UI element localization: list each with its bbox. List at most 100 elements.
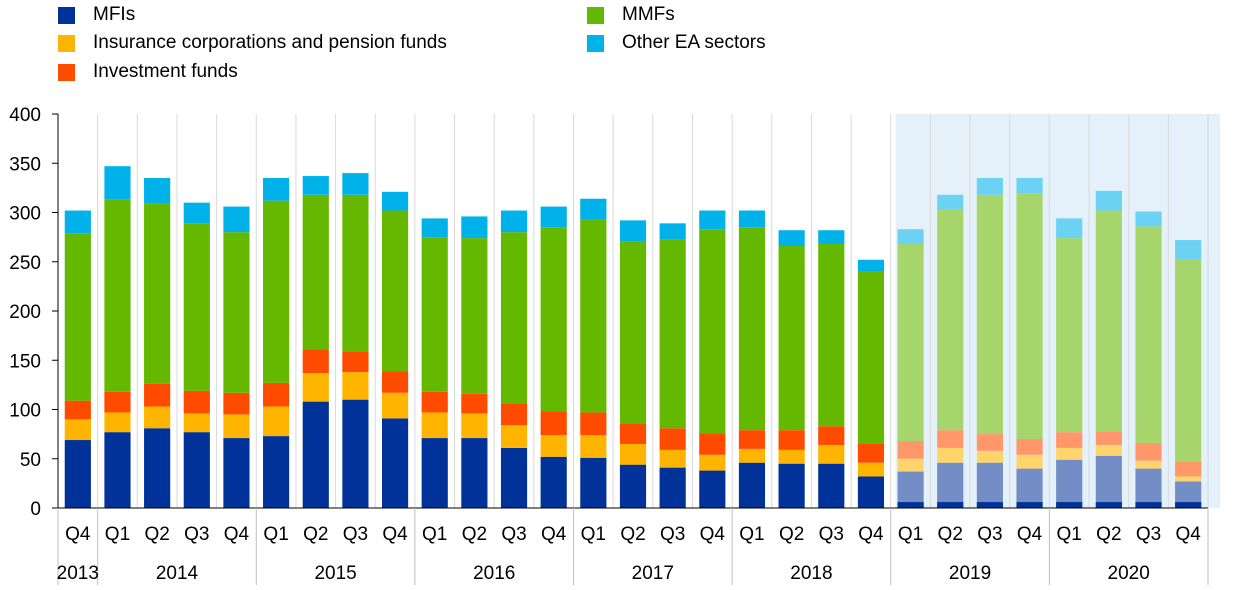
year-label: 2017 (632, 563, 674, 584)
bar-segment-mmfs (342, 194, 369, 352)
quarter-separators (57, 114, 1209, 508)
bar-segment-mmfs (223, 232, 250, 393)
x-tick-label: Q2 (1096, 524, 1121, 545)
bar-segment-mfis (64, 440, 91, 508)
bar-segment-mmfs (381, 210, 409, 372)
bar-segment-mmfs (1056, 238, 1083, 433)
x-tick-label: Q2 (462, 524, 487, 545)
bar-segment-mfis (738, 462, 766, 508)
bar-segment-mmfs (104, 199, 131, 392)
x-tick-label: Q2 (144, 524, 169, 545)
bar-segment-insurance-corporations-and-pension-funds (500, 425, 528, 448)
legend-item-other-ea: Other EA sectors (587, 32, 766, 54)
x-tick-label: Q2 (303, 524, 328, 545)
bar-segment-other-ea-sectors (976, 178, 1003, 195)
y-tick-label: 100 (9, 401, 41, 422)
bar-segment-insurance-corporations-and-pension-funds (778, 449, 805, 464)
bar-segment-mmfs (421, 237, 448, 392)
bar-segment-mfis (976, 462, 1003, 508)
bar-segment-mmfs (1135, 226, 1162, 443)
bar-segment-mfis (342, 399, 369, 508)
bar-segment-mmfs (1175, 259, 1202, 462)
bar-segment-mfis (937, 462, 964, 508)
bar-segment-other-ea-sectors (619, 220, 647, 242)
bar-segment-mfis (1016, 468, 1043, 508)
y-tick-label: 350 (9, 154, 41, 175)
bar-segment-mfis (263, 436, 290, 508)
bar-segment-insurance-corporations-and-pension-funds (144, 406, 171, 429)
bar-segment-investment-funds (381, 371, 409, 393)
x-tick-label: Q1 (1057, 524, 1082, 545)
bar-segment-mmfs (263, 200, 290, 383)
bar-segment-mmfs (183, 223, 210, 391)
bar-segment-investment-funds (144, 383, 171, 407)
y-tick-label: 400 (9, 105, 41, 126)
bar-segment-investment-funds (263, 382, 290, 407)
bar-segment-investment-funds (699, 433, 726, 455)
bar-segment-investment-funds (659, 428, 686, 450)
legend-swatch-icpf (58, 34, 75, 52)
bar-segment-mmfs (897, 244, 924, 442)
bar-segment-other-ea-sectors (500, 210, 528, 233)
bar-segment-other-ea-sectors (580, 198, 607, 220)
legend-swatch-other-ea (587, 34, 604, 52)
bar-segment-other-ea-sectors (461, 216, 488, 239)
x-tick-label: Q2 (620, 524, 645, 545)
bar-segment-mmfs (64, 233, 91, 401)
x-tick-label: Q3 (977, 524, 1002, 545)
bar-segment-other-ea-sectors (263, 178, 290, 201)
x-tick-label: Q4 (1017, 524, 1043, 545)
legend-swatch-mmfs (587, 6, 604, 24)
bar-segment-insurance-corporations-and-pension-funds (1056, 447, 1083, 460)
bar-segment-mfis (818, 463, 845, 508)
bar-segment-mfis (699, 470, 726, 508)
bar-segment-investment-funds (104, 391, 131, 413)
x-tick-label: Q3 (819, 524, 844, 545)
bar-base-strip (1095, 502, 1122, 508)
bar-segment-insurance-corporations-and-pension-funds (897, 458, 924, 472)
bar-segment-other-ea-sectors (1056, 218, 1083, 239)
x-tick-label: Q1 (739, 524, 764, 545)
legend-label-icpf: Insurance corporations and pension funds (93, 32, 447, 53)
bar-segment-insurance-corporations-and-pension-funds (1016, 454, 1043, 469)
bar-segment-other-ea-sectors (421, 218, 448, 238)
year-label: 2020 (1108, 563, 1150, 584)
bar-segment-other-ea-sectors (1175, 240, 1202, 260)
bar-segment-mfis (659, 467, 686, 508)
bar-segment-other-ea-sectors (699, 210, 726, 230)
axes: 0 50 100 150 200 250 300 350 400 Q4 Q1 Q2 Q3 Q4 Q1 Q2 Q3… (9, 105, 1209, 585)
bar-segment-insurance-corporations-and-pension-funds (738, 448, 766, 463)
bar-segment-insurance-corporations-and-pension-funds (223, 414, 250, 439)
bar-segment-mfis (302, 401, 329, 508)
x-tick-label: Q4 (858, 524, 884, 545)
x-tick-label: Q3 (343, 524, 368, 545)
x-tick-label: Q1 (263, 524, 288, 545)
bar-segment-mfis (104, 432, 131, 508)
year-label: 2015 (314, 563, 356, 584)
x-tick-label: Q3 (501, 524, 526, 545)
bar-segment-investment-funds (461, 393, 488, 414)
bar-segment-investment-funds (342, 351, 369, 373)
bar-segment-mmfs (302, 194, 329, 350)
bar-segment-insurance-corporations-and-pension-funds (699, 454, 726, 471)
y-tick-label: 300 (9, 204, 41, 225)
bar-segment-insurance-corporations-and-pension-funds (540, 435, 567, 457)
bar-segment-mfis (857, 476, 885, 508)
bar-segment-mmfs (976, 194, 1003, 435)
bar-segment-investment-funds (580, 412, 607, 436)
x-tick-label: Q1 (422, 524, 447, 545)
legend: MFIs MMFs Insurance corporations and pen… (0, 0, 1240, 90)
bar-base-strip (1135, 502, 1162, 508)
bar-segment-insurance-corporations-and-pension-funds (461, 413, 488, 439)
bar-segment-mfis (500, 447, 528, 508)
bar-segment-other-ea-sectors (540, 206, 567, 228)
bar-base-strip (1056, 502, 1083, 508)
bar-segment-investment-funds (976, 434, 1003, 451)
bar-segment-mmfs (857, 271, 885, 444)
legend-label-mfis: MFIs (93, 4, 136, 25)
bar-base-strip (897, 502, 924, 508)
bar-segment-investment-funds (223, 392, 250, 415)
bar-segment-mfis (897, 471, 924, 508)
year-label: 2013 (57, 563, 99, 584)
